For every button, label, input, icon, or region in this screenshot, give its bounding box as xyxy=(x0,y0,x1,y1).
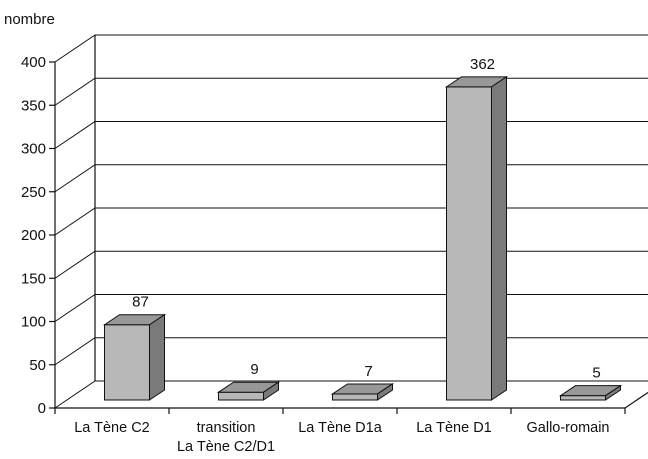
data-label: 87 xyxy=(132,294,149,311)
gridline xyxy=(54,164,648,193)
floor-right-edge xyxy=(624,391,648,409)
bar-front xyxy=(218,391,264,401)
gridline xyxy=(54,207,648,236)
x-category-label: La Tène C2 xyxy=(74,420,150,436)
y-tick-label: 250 xyxy=(21,184,46,201)
data-label: 5 xyxy=(592,365,600,382)
y-tick-label: 350 xyxy=(21,97,46,114)
x-category-label-line: La Tène C2 xyxy=(74,420,150,436)
bar xyxy=(558,384,623,401)
x-category-label-line: La Tène C2/D1 xyxy=(177,439,275,455)
x-category-label: La Tène D1a xyxy=(298,420,383,436)
bar-front xyxy=(446,86,492,401)
y-tick-label: 300 xyxy=(21,141,46,158)
back-wall xyxy=(54,34,648,409)
bar-front xyxy=(104,324,150,401)
bar-side xyxy=(605,384,621,401)
bar-side xyxy=(491,75,507,401)
y-axis-label: nombre xyxy=(4,11,55,28)
bar xyxy=(102,313,167,401)
gridline xyxy=(54,250,648,279)
gridline xyxy=(54,77,648,106)
x-axis-categories: La Tène C2 transition La Tène C2/D1 La Tène… xyxy=(74,420,609,455)
x-category-label: transition La Tène C2/D1 xyxy=(177,420,275,455)
y-tick-label: 0 xyxy=(38,400,46,417)
gridline xyxy=(54,34,648,63)
data-label: 362 xyxy=(470,56,495,73)
x-category-label-line: transition xyxy=(197,420,256,436)
bars xyxy=(102,75,623,401)
y-tick-label: 50 xyxy=(29,357,46,374)
data-label: 9 xyxy=(250,361,258,378)
x-category-label-line: Gallo-romain xyxy=(527,420,610,436)
data-labels: 87 9 7 362 5 xyxy=(132,56,601,382)
y-tick-label: 100 xyxy=(21,314,46,331)
y-axis-ticks: 0 50 100 150 200 250 300 350 400 xyxy=(21,54,626,417)
bar-side xyxy=(149,313,165,401)
gridline xyxy=(54,121,648,149)
y-tick-label: 150 xyxy=(21,270,46,287)
data-label: 7 xyxy=(364,363,372,380)
bar-front xyxy=(560,395,606,401)
bar-front xyxy=(332,393,378,401)
x-category-label: Gallo-romain xyxy=(527,420,610,436)
bar-side xyxy=(263,381,279,401)
x-category-label-line: La Tène D1 xyxy=(416,420,492,436)
y-tick-label: 200 xyxy=(21,227,46,244)
bar xyxy=(216,381,281,401)
x-category-label: La Tène D1 xyxy=(416,420,492,436)
bar xyxy=(444,75,509,401)
y-tick-label: 400 xyxy=(21,54,46,71)
bar xyxy=(330,383,395,401)
bar-side xyxy=(377,383,393,401)
x-category-label-line: La Tène D1a xyxy=(298,420,383,436)
